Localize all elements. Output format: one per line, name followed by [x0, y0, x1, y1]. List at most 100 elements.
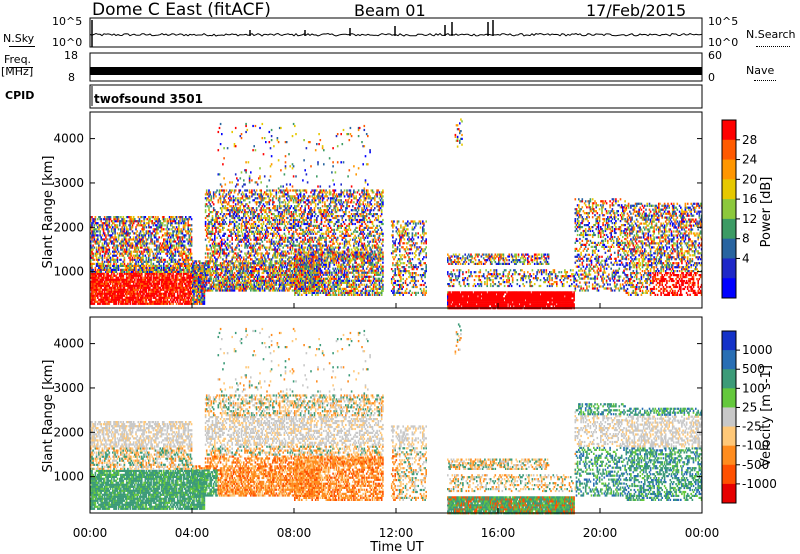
scatter-cell: [160, 266, 163, 269]
scatter-cell: [248, 222, 251, 226]
scatter-cell: [215, 285, 217, 288]
scatter-cell: [189, 292, 192, 295]
scatter-cell: [116, 248, 119, 251]
scatter-cell: [107, 216, 109, 219]
scatter-cell: [141, 284, 143, 287]
scatter-cell: [200, 298, 202, 301]
scatter-cell: [97, 296, 99, 299]
scatter-cell: [239, 218, 242, 222]
scatter-cell: [256, 279, 259, 282]
scatter-cell: [171, 246, 173, 249]
scatter-cell: [239, 264, 242, 267]
scatter-cell: [117, 228, 120, 231]
scatter-cell: [254, 244, 257, 247]
scatter-cell: [190, 262, 193, 265]
scatter-cell: [153, 302, 156, 305]
scatter-cell: [143, 244, 145, 247]
scatter-cell: [164, 294, 166, 297]
scatter-cell: [100, 246, 102, 249]
scatter-cell: [152, 278, 155, 281]
scatter-cell: [128, 290, 130, 293]
scatter-cell: [243, 266, 245, 269]
scatter-cell: [108, 296, 111, 299]
scatter-cell: [209, 287, 211, 290]
scatter-cell: [94, 270, 97, 273]
scatter-cell: [137, 262, 140, 265]
scatter-cell: [217, 279, 220, 282]
scatter-cell: [178, 242, 180, 245]
scatter-cell: [233, 191, 236, 194]
scatter-cell: [194, 283, 196, 286]
scatter-cell: [179, 236, 181, 239]
scatter-cell: [175, 278, 178, 281]
scatter-cell: [159, 272, 162, 275]
scatter-cell: [187, 266, 189, 269]
nsearch-legend-line: [756, 46, 790, 47]
scatter-cell: [119, 290, 121, 293]
scatter-cell: [99, 274, 101, 277]
scatter-cell: [97, 300, 99, 303]
scatter-cell: [160, 300, 163, 303]
scatter-cell: [231, 246, 233, 249]
scatter-cell: [192, 264, 194, 267]
scatter-cell: [170, 258, 172, 261]
scatter-cell: [93, 232, 96, 235]
scatter-cell: [190, 256, 193, 259]
scatter-cell: [175, 296, 178, 299]
scatter-cell: [122, 228, 125, 231]
scatter-cell: [262, 266, 265, 269]
scatter-cell: [156, 270, 158, 273]
scatter-cell: [175, 274, 178, 277]
scatter-cell: [99, 264, 101, 267]
scatter-cell: [159, 294, 162, 297]
scatter-cell: [265, 234, 267, 237]
scatter-cell: [201, 285, 203, 288]
scatter-cell: [187, 270, 189, 273]
scatter-cell: [101, 288, 104, 291]
scatter-cell: [92, 218, 94, 221]
scatter-cell: [131, 284, 134, 287]
scatter-cell: [138, 224, 141, 227]
scatter-cell: [95, 278, 98, 281]
scatter-cell: [183, 244, 186, 247]
scatter-cell: [234, 203, 237, 206]
scatter-cell: [182, 290, 185, 293]
scatter-cell: [145, 300, 148, 303]
scatter-cell: [114, 226, 116, 229]
scatter-cell: [113, 260, 115, 263]
scatter-cell: [90, 260, 92, 263]
scatter-cell: [157, 300, 159, 303]
scatter-cell: [131, 286, 134, 289]
scatter-cell: [150, 226, 152, 229]
scatter-cell: [119, 220, 121, 223]
scatter-cell: [116, 272, 119, 275]
scatter-cell: [186, 218, 188, 221]
scatter-cell: [103, 242, 106, 245]
scatter-cell: [183, 276, 186, 279]
nsky-trace: [89, 32, 703, 37]
scatter-cell: [241, 224, 244, 227]
scatter-cell: [280, 285, 282, 288]
scatter-cell: [230, 228, 232, 231]
scatter-cell: [139, 256, 142, 259]
scatter-cell: [167, 296, 170, 299]
scatter-cell: [201, 298, 203, 301]
scatter-cell: [190, 280, 193, 283]
scatter-cell: [166, 224, 169, 227]
scatter-cell: [227, 201, 230, 204]
scatter-cell: [139, 280, 142, 283]
scatter-cell: [148, 260, 150, 263]
scatter-cell: [188, 218, 191, 221]
scatter-cell: [137, 220, 140, 223]
scatter-cell: [122, 254, 125, 257]
scatter-cell: [116, 292, 119, 295]
scatter-cell: [90, 228, 92, 231]
scatter-cell: [107, 300, 109, 303]
scatter-cell: [214, 236, 216, 239]
scatter-cell: [121, 232, 123, 235]
scatter-cell: [209, 275, 211, 278]
scatter-cell: [179, 230, 181, 233]
scatter-cell: [201, 264, 203, 267]
scatter-cell: [116, 276, 119, 279]
scatter-cell: [188, 302, 191, 305]
